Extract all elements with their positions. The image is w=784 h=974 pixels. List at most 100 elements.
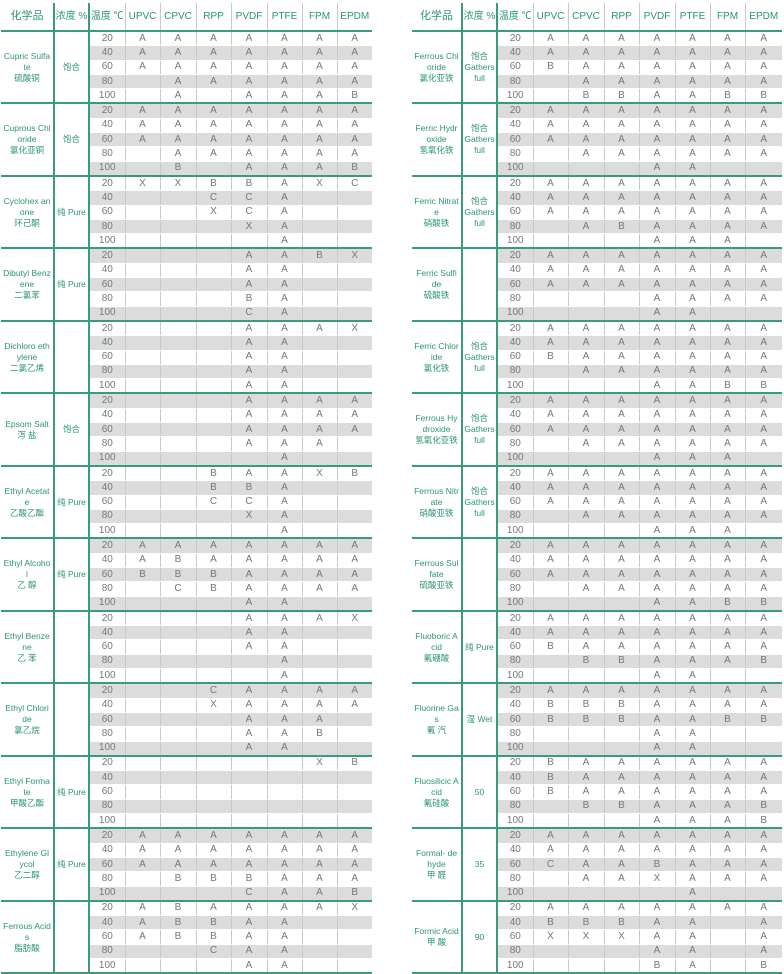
- rating-cell: A: [709, 277, 745, 293]
- rating-cell: [159, 277, 196, 293]
- rating-cell: [195, 219, 231, 235]
- rating-cell: A: [230, 900, 267, 917]
- temperature-cell: 100: [496, 306, 533, 322]
- rating-cell: B: [195, 929, 231, 945]
- rating-cell: A: [266, 741, 302, 757]
- rating-cell: [301, 277, 337, 293]
- rating-cell: A: [603, 31, 639, 47]
- rating-cell: [603, 944, 639, 960]
- table-row: Ethyl Chloride 氯乙烷 20 C A A A A: [1, 683, 372, 757]
- rating-cell: A: [638, 436, 675, 452]
- chemical-name-cell: Epsom Salt 泻 盐: [1, 393, 55, 467]
- table-row: 60 C C A: [1, 495, 372, 510]
- rating-cell: B: [336, 755, 372, 772]
- rating-cell: A: [603, 320, 639, 337]
- rating-cell: B: [603, 654, 639, 670]
- chemical-name-cn: 氟 汽: [426, 725, 447, 736]
- rating-cell: [124, 291, 160, 307]
- rating-cell: [567, 161, 604, 177]
- rating-cell: X: [195, 698, 231, 713]
- table-row: 100 B B A A B B: [412, 88, 782, 105]
- temperature-cell: 80: [496, 74, 533, 90]
- rating-cell: A: [674, 654, 710, 670]
- temperature-cell: 60: [88, 784, 125, 800]
- table-row: 80 X A: [1, 509, 372, 525]
- rating-cell: A: [532, 45, 568, 61]
- rating-cell: A: [532, 465, 568, 482]
- chemical-name-cell: Ethylene Glycol 乙二醇: [1, 828, 55, 902]
- table-row: 40 C C A: [1, 190, 372, 206]
- temperature-cell: 40: [88, 263, 125, 279]
- rating-cell: B: [532, 915, 568, 931]
- chemical-name-en: Dichloro ethylene: [4, 340, 50, 362]
- rating-cell: [336, 480, 372, 496]
- rating-cell: [195, 306, 231, 322]
- rating-cell: [195, 364, 231, 380]
- concentration-cell: 饱合: [54, 103, 90, 177]
- table-row: 60 A B B A A: [1, 929, 372, 945]
- rating-cell: C: [195, 683, 231, 699]
- rating-cell: A: [744, 495, 782, 510]
- rating-cell: A: [638, 175, 675, 192]
- rating-cell: A: [674, 219, 710, 235]
- rating-cell: [567, 596, 604, 612]
- rating-cell: [301, 219, 337, 235]
- concentration-cell: 纯 Pure: [54, 465, 90, 540]
- rating-cell: [159, 799, 196, 815]
- rating-cell: B: [159, 900, 196, 917]
- rating-cell: B: [532, 784, 568, 800]
- temperature-cell: 80: [496, 726, 533, 742]
- rating-cell: [301, 944, 337, 960]
- rating-cell: A: [674, 741, 710, 757]
- table-row: 80 A A: [412, 726, 782, 742]
- rating-cell: [336, 958, 372, 974]
- rating-cell: B: [567, 712, 604, 728]
- rating-cell: A: [266, 335, 302, 351]
- rating-cell: [336, 378, 372, 395]
- table-row: 100 A: [1, 523, 372, 540]
- rating-cell: A: [638, 843, 675, 858]
- rating-cell: [336, 350, 372, 365]
- rating-cell: X: [195, 205, 231, 220]
- rating-cell: X: [638, 871, 675, 887]
- rating-cell: [744, 161, 782, 177]
- temperature-cell: 60: [88, 350, 125, 365]
- table-row: Formal- dehyde 甲 醛 35 20 A A A A A A A: [412, 828, 782, 902]
- rating-cell: [301, 654, 337, 670]
- rating-cell: [744, 306, 782, 322]
- rating-cell: B: [159, 929, 196, 945]
- rating-cell: X: [336, 248, 372, 264]
- rating-cell: A: [638, 828, 675, 844]
- rating-cell: [159, 668, 196, 685]
- rating-cell: [336, 639, 372, 655]
- table-row: 80 B B A A A B: [412, 654, 782, 670]
- rating-cell: A: [638, 161, 675, 177]
- rating-cell: [124, 451, 160, 467]
- rating-cell: A: [674, 480, 710, 496]
- table-row: 100 A A B B: [412, 378, 782, 395]
- rating-cell: [124, 581, 160, 597]
- rating-cell: A: [567, 335, 604, 351]
- rating-cell: A: [603, 900, 639, 917]
- rating-cell: [124, 784, 160, 800]
- temperature-cell: 20: [496, 320, 533, 337]
- rating-cell: A: [638, 523, 675, 540]
- rating-cell: A: [744, 871, 782, 887]
- rating-cell: [301, 364, 337, 380]
- rating-cell: [744, 668, 782, 685]
- rating-cell: A: [744, 915, 782, 931]
- rating-cell: [159, 205, 196, 220]
- rating-cell: [336, 712, 372, 728]
- table-row: 60 A A A A A A A: [412, 132, 782, 148]
- rating-cell: A: [266, 886, 302, 902]
- rating-cell: A: [709, 320, 745, 337]
- temperature-cell: 100: [496, 813, 533, 830]
- rating-cell: A: [230, 263, 267, 279]
- rating-cell: B: [603, 712, 639, 728]
- rating-cell: A: [266, 639, 302, 655]
- rating-cell: A: [709, 799, 745, 815]
- rating-cell: A: [603, 553, 639, 568]
- rating-cell: X: [532, 929, 568, 945]
- temperature-cell: 20: [496, 828, 533, 844]
- rating-cell: [159, 335, 196, 351]
